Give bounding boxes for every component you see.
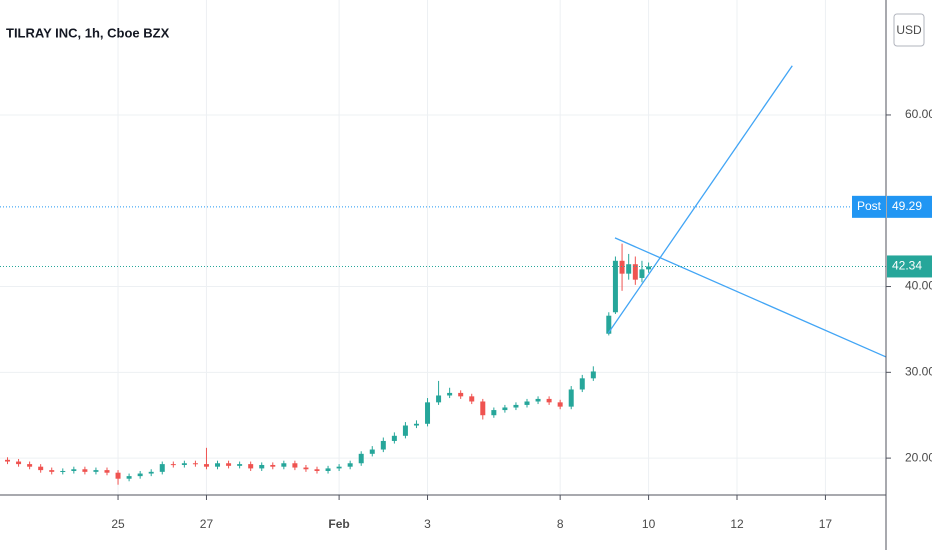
candle-body — [292, 463, 298, 468]
candle-body — [639, 269, 645, 278]
x-tick-label: 3 — [424, 517, 431, 531]
x-tick-label: 27 — [200, 517, 214, 531]
candle-body — [646, 266, 652, 270]
axes: 25 27 Feb 3 8 10 12 17 20.00 30.00 40.00 60.00 49.29… — [111, 107, 932, 531]
marks — [0, 65, 887, 485]
price-label: 42.34 — [892, 259, 922, 273]
candle-body — [413, 423, 419, 426]
price-label: 49.29 — [892, 199, 922, 213]
price-name-box — [852, 195, 886, 218]
candle-body — [303, 467, 309, 470]
candle-body — [402, 425, 408, 436]
candle-body — [325, 468, 331, 471]
candle-body — [104, 470, 110, 473]
candle-body — [425, 402, 431, 424]
candle-body — [491, 410, 497, 416]
candle-body — [16, 461, 22, 465]
candle-body — [347, 463, 353, 467]
candle-body — [626, 264, 632, 274]
candle-body — [60, 470, 66, 472]
trendline — [607, 65, 793, 334]
candle-body — [27, 464, 33, 467]
candle-body — [436, 395, 442, 403]
candle-body — [458, 392, 464, 397]
candle-body — [619, 260, 625, 274]
x-tick-label: Feb — [328, 517, 349, 531]
candle-body — [137, 473, 143, 477]
candle-body — [38, 466, 44, 471]
candle-body — [502, 407, 508, 411]
candle-body — [480, 401, 486, 416]
candle-body — [248, 464, 254, 469]
candle-body — [447, 392, 453, 396]
price-name: Post — [857, 199, 882, 213]
candle-body — [546, 398, 552, 403]
x-tick-label: 12 — [730, 517, 744, 531]
candle-body — [579, 378, 585, 390]
trendline — [614, 237, 887, 358]
chart-title: TILRAY INC, 1h, Cboe BZX — [6, 25, 170, 40]
candle-body — [513, 404, 519, 408]
x-tick-label: 17 — [819, 517, 833, 531]
x-tick-label: 25 — [111, 517, 125, 531]
candle-body — [215, 463, 221, 467]
candle-body — [170, 464, 176, 466]
candle-body — [568, 389, 574, 407]
candle-body — [469, 396, 475, 402]
grid — [0, 0, 886, 495]
candle-body — [226, 463, 232, 466]
candle-body — [281, 463, 287, 467]
candle-body — [632, 264, 638, 280]
candle-body — [314, 469, 320, 471]
x-tick-label: 8 — [557, 517, 564, 531]
y-tick-label: 40.00 — [905, 279, 932, 293]
candle-body — [336, 466, 342, 469]
candle-body — [49, 470, 55, 472]
y-tick-label: 20.00 — [905, 450, 932, 464]
candle-body — [159, 464, 165, 472]
y-tick-label: 60.00 — [905, 107, 932, 121]
candle-body — [148, 471, 154, 474]
candle-body — [126, 476, 132, 479]
price-label-box — [887, 255, 932, 278]
candle-body — [181, 463, 187, 465]
x-tick-label: 10 — [642, 517, 656, 531]
candle-body — [606, 315, 612, 334]
currency-label[interactable]: USD — [896, 23, 922, 37]
candle-body — [369, 449, 375, 454]
candle-body — [237, 464, 243, 466]
candle-body — [5, 459, 11, 462]
candle-body — [612, 260, 618, 313]
candle-body — [524, 401, 530, 405]
price-label-box — [887, 195, 932, 218]
candle-body — [203, 464, 209, 467]
candle-body — [71, 469, 77, 471]
candle-body — [380, 440, 386, 450]
candle-body — [93, 470, 99, 472]
candle-body — [358, 453, 364, 464]
candle-body — [557, 402, 563, 407]
candle-body — [192, 463, 198, 465]
candle-body — [115, 472, 121, 479]
candle-body — [270, 464, 276, 467]
candle-body — [259, 464, 265, 469]
candle-body — [590, 371, 596, 379]
candle-body — [535, 398, 541, 402]
y-tick-label: 30.00 — [905, 364, 932, 378]
currency-box[interactable] — [893, 13, 925, 47]
candle-body — [391, 435, 397, 441]
candle-body — [82, 469, 88, 472]
